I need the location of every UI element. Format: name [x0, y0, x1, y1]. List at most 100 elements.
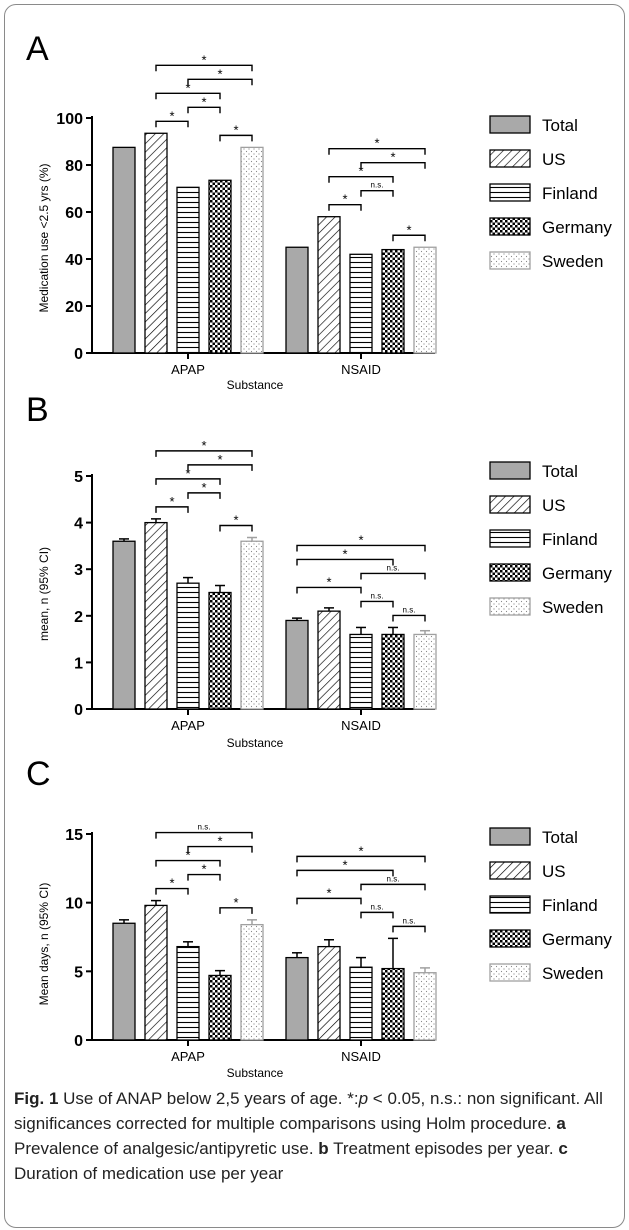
- significance-label: *: [185, 80, 190, 95]
- bar-us-apap: [144, 521, 168, 710]
- significance-label: *: [233, 895, 238, 910]
- significance-label: *: [342, 546, 347, 561]
- significance-bracket: [219, 134, 253, 142]
- significance-label: *: [217, 834, 222, 849]
- legend-swatch-sweden: [489, 963, 531, 982]
- bar-sweden-nsaid: [413, 246, 437, 354]
- panel-a: A Medication use <2.5 yrs (%) Substance …: [26, 30, 437, 392]
- caption-a-label: a: [556, 1114, 566, 1133]
- legend-label-germany: Germany: [542, 930, 612, 949]
- legend-swatch-finland: [489, 529, 531, 548]
- bar-us-nsaid: [317, 216, 341, 354]
- significance-label: *: [390, 150, 395, 165]
- significance-label: *: [169, 876, 174, 891]
- significance-bracket: [360, 190, 394, 197]
- caption-text-2: < 0.05, n.s.: non significant. All signi…: [14, 1089, 603, 1133]
- legend-swatch-finland: [489, 895, 531, 914]
- x-tick-label: NSAID: [341, 362, 381, 377]
- significance-label: *: [185, 466, 190, 481]
- panel-b-xlabel: Substance: [227, 736, 284, 750]
- bar-sweden-nsaid: [413, 633, 437, 710]
- significance-label: *: [217, 452, 222, 467]
- significance-label: *: [374, 136, 379, 151]
- caption-c-label: c: [558, 1139, 568, 1158]
- legend-label-us: US: [542, 150, 566, 169]
- significance-bracket: [187, 78, 253, 86]
- significance-label: *: [233, 122, 238, 137]
- legend-swatch-sweden: [489, 251, 531, 270]
- significance-bracket: [360, 572, 426, 580]
- y-tick-label: 2: [74, 609, 83, 626]
- legend-swatch-germany: [489, 563, 531, 582]
- bar-germany-apap: [208, 591, 232, 710]
- panel-b-letter: B: [26, 391, 49, 429]
- bar-finland-apap: [176, 945, 200, 1041]
- significance-bracket: [392, 614, 426, 622]
- y-tick-label: 80: [65, 158, 83, 175]
- significance-bracket: [155, 478, 221, 485]
- significance-bracket: [155, 831, 253, 839]
- legend-swatch-us: [489, 861, 531, 880]
- panel-b-ylabel: mean, n (95% CI): [37, 547, 51, 641]
- caption-text-1: Use of ANAP below 2,5 years of age. *:: [58, 1089, 359, 1108]
- y-tick-label: 5: [74, 964, 83, 981]
- panel-b: B mean, n (95% CI) Substance 0 1 2 3 4 5 APAP N…: [26, 391, 437, 750]
- panel-c-letter: C: [26, 755, 51, 793]
- legend-label-sweden: Sweden: [542, 598, 603, 617]
- significance-bracket: [187, 873, 221, 881]
- significance-bracket: [296, 558, 394, 566]
- significance-bracket: [155, 120, 189, 128]
- significance-label: n.s.: [403, 605, 416, 614]
- significance-bracket: [219, 907, 253, 914]
- significance-label: n.s.: [371, 591, 384, 600]
- figure-frame: [4, 4, 625, 1228]
- figure-canvas: A Medication use <2.5 yrs (%) Substance …: [26, 30, 612, 1080]
- caption-c-text: Duration of medication use per year: [14, 1164, 284, 1183]
- significance-label: *: [169, 494, 174, 509]
- bar-us-apap: [144, 132, 168, 354]
- legend-label-sweden: Sweden: [542, 252, 603, 271]
- bar-finland-apap: [176, 186, 200, 354]
- significance-label: *: [342, 192, 347, 207]
- bar-total-nsaid: [285, 956, 309, 1041]
- y-tick-label: 1: [74, 655, 83, 672]
- bar-germany-apap: [208, 974, 232, 1041]
- legend-label-germany: Germany: [542, 218, 612, 237]
- y-tick-label: 0: [74, 346, 83, 363]
- significance-bracket: [296, 855, 426, 863]
- significance-label: *: [326, 885, 331, 900]
- significance-label: *: [358, 532, 363, 547]
- caption-b-text: Treatment episodes per year.: [328, 1139, 559, 1158]
- significance-label: n.s.: [387, 874, 400, 883]
- legend-swatch-germany: [489, 929, 531, 948]
- bar-us-nsaid: [317, 610, 341, 710]
- bar-germany-nsaid: [381, 633, 405, 710]
- x-tick-label: APAP: [171, 718, 205, 733]
- significance-bracket: [155, 92, 221, 100]
- legend-label-total: Total: [542, 462, 578, 481]
- bar-germany-apap: [208, 179, 232, 354]
- significance-label: *: [358, 843, 363, 858]
- significance-label: *: [358, 164, 363, 179]
- significance-label: *: [201, 862, 206, 877]
- legend-label-germany: Germany: [542, 564, 612, 583]
- significance-label: n.s.: [387, 563, 400, 572]
- significance-bracket: [392, 925, 426, 933]
- significance-label: *: [201, 438, 206, 453]
- significance-label: *: [342, 857, 347, 872]
- significance-bracket: [296, 897, 362, 905]
- y-tick-label: 10: [65, 896, 83, 913]
- bar-finland-nsaid: [349, 966, 373, 1041]
- bar-finland-apap: [176, 582, 200, 710]
- panel-a-ylabel: Medication use <2.5 yrs (%): [37, 163, 51, 312]
- legend-label-sweden: Sweden: [542, 964, 603, 983]
- legend-swatch-total: [489, 461, 531, 480]
- bar-germany-nsaid: [381, 248, 405, 354]
- x-tick-label: APAP: [171, 362, 205, 377]
- significance-bracket: [328, 148, 426, 155]
- significance-bracket: [392, 234, 426, 242]
- significance-bracket: [360, 883, 426, 891]
- significance-label: *: [201, 52, 206, 67]
- bar-sweden-nsaid: [413, 972, 437, 1041]
- significance-bracket: [187, 845, 253, 853]
